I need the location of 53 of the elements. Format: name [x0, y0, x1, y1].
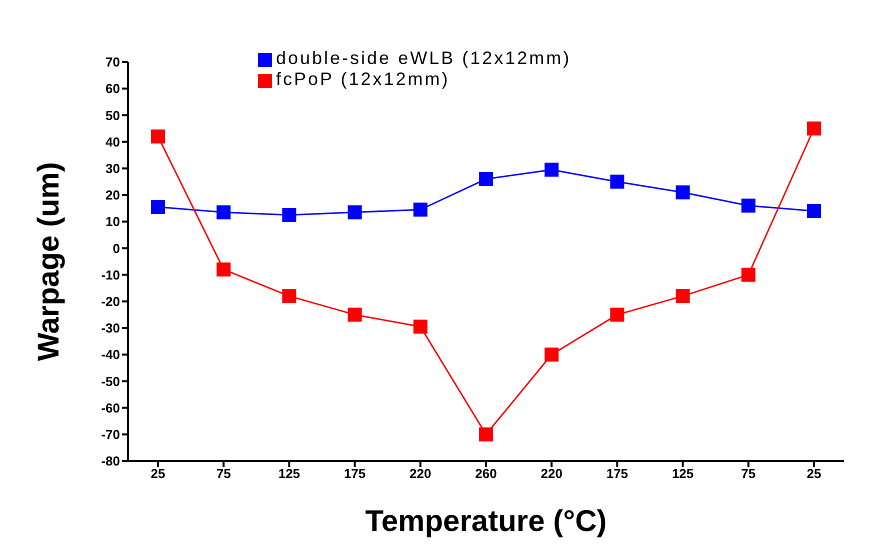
y-tick-label: -70: [101, 427, 120, 442]
x-tick-label: 25: [806, 466, 822, 482]
point: [282, 208, 296, 222]
point: [151, 129, 165, 144]
y-tick-label: -40: [101, 347, 120, 362]
point: [479, 427, 493, 442]
y-tick-label: -80: [101, 454, 120, 469]
y-tick-label: 0: [112, 240, 120, 256]
point: [216, 262, 231, 276]
point: [610, 174, 624, 189]
x-tick-label: 260: [475, 466, 497, 482]
legend-label: double-side eWLB (12x12mm): [276, 48, 572, 68]
point: [479, 172, 493, 186]
x-tick-label: 25: [150, 466, 166, 482]
x-tick-label: 220: [540, 466, 562, 482]
y-tick-label: -30: [101, 320, 120, 336]
point: [216, 205, 231, 220]
y-tick-label: -60: [101, 400, 120, 416]
point: [348, 308, 362, 322]
y-tick-label: 60: [106, 81, 120, 96]
point: [544, 162, 559, 177]
point: [413, 202, 428, 217]
point: [610, 308, 624, 322]
x-tick-label: 75: [741, 466, 756, 482]
point: [676, 289, 690, 304]
y-tick-label: 40: [106, 134, 120, 150]
y-tick-label: 50: [106, 108, 120, 123]
y-tick-label: -10: [101, 267, 120, 282]
y-tick-label: 20: [106, 188, 120, 203]
x-tick-label: 75: [216, 466, 231, 482]
x-axis-title: Temperature (°C): [365, 505, 607, 538]
x-tick-label: 175: [344, 466, 366, 482]
point: [544, 348, 559, 362]
y-tick-label: 10: [106, 214, 120, 230]
point: [151, 200, 165, 214]
x-tick-label: 220: [410, 466, 432, 482]
x-tick-label: 125: [278, 466, 300, 482]
x-tick-label: 175: [606, 466, 628, 482]
point: [413, 320, 428, 334]
y-tick-label: 70: [106, 54, 120, 70]
point: [676, 185, 690, 200]
legend-label: fcPoP (12x12mm): [276, 69, 450, 89]
point: [807, 122, 821, 136]
point: [741, 268, 756, 282]
y-tick-label: 30: [106, 161, 120, 176]
point: [282, 289, 296, 304]
point: [741, 198, 756, 213]
y-tick-label: -20: [101, 294, 120, 310]
point: [348, 205, 362, 220]
x-tick-label: 125: [672, 466, 694, 482]
y-tick-label: -50: [101, 374, 120, 389]
point: [807, 204, 821, 218]
y-axis-title: Warpage (um): [32, 162, 66, 361]
